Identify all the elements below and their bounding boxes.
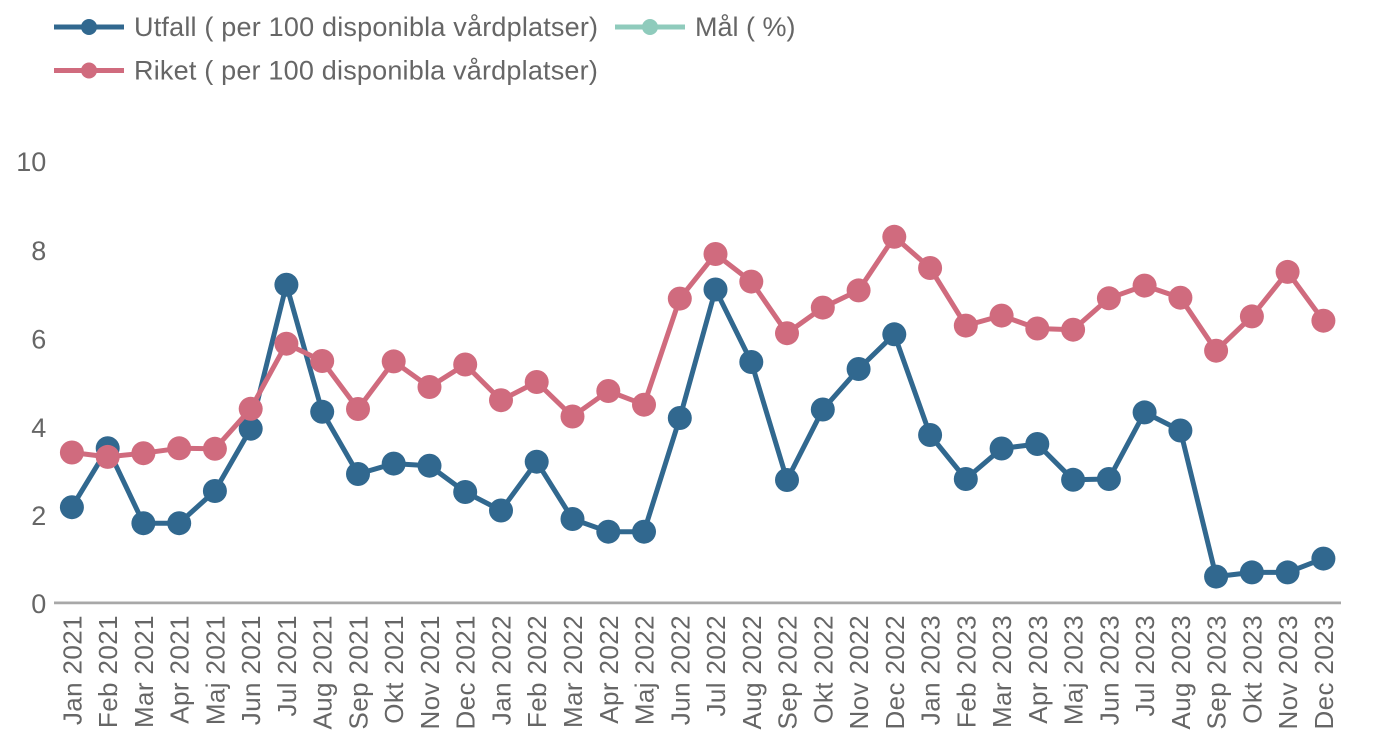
svg-text:Riket ( per 100 disponibla vår: Riket ( per 100 disponibla vårdplatser) (134, 56, 598, 86)
svg-text:Apr 2021: Apr 2021 (165, 615, 195, 724)
svg-text:Feb 2021: Feb 2021 (93, 615, 123, 728)
svg-text:4: 4 (31, 413, 46, 443)
svg-text:Sep 2023: Sep 2023 (1202, 615, 1232, 730)
svg-text:Okt 2023: Okt 2023 (1237, 615, 1267, 724)
svg-text:0: 0 (31, 589, 46, 619)
svg-text:Jul 2022: Jul 2022 (701, 615, 731, 717)
svg-text:Aug 2021: Aug 2021 (308, 615, 338, 730)
svg-text:10: 10 (16, 147, 46, 177)
svg-text:Nov 2021: Nov 2021 (415, 615, 445, 730)
svg-text:Dec 2021: Dec 2021 (451, 615, 481, 730)
svg-text:Maj 2022: Maj 2022 (630, 615, 660, 725)
svg-text:Mar 2021: Mar 2021 (129, 615, 159, 728)
svg-text:Mar 2022: Mar 2022 (558, 615, 588, 728)
svg-text:Dec 2022: Dec 2022 (880, 615, 910, 730)
svg-text:Okt 2022: Okt 2022 (808, 615, 838, 724)
svg-text:Dec 2023: Dec 2023 (1309, 615, 1339, 730)
svg-text:Maj 2023: Maj 2023 (1059, 615, 1089, 725)
svg-text:Jun 2021: Jun 2021 (236, 615, 266, 725)
svg-text:Jan 2021: Jan 2021 (57, 615, 87, 725)
svg-text:2: 2 (31, 501, 46, 531)
svg-text:Sep 2022: Sep 2022 (773, 615, 803, 730)
svg-text:Feb 2023: Feb 2023 (951, 615, 981, 728)
svg-text:Mar 2023: Mar 2023 (987, 615, 1017, 728)
svg-text:Jan 2022: Jan 2022 (487, 615, 517, 725)
svg-text:8: 8 (31, 236, 46, 266)
svg-text:Apr 2022: Apr 2022 (594, 615, 624, 724)
svg-text:Jul 2023: Jul 2023 (1130, 615, 1160, 717)
svg-text:Aug 2022: Aug 2022 (737, 615, 767, 730)
svg-text:Jan 2023: Jan 2023 (916, 615, 946, 725)
svg-text:Jun 2023: Jun 2023 (1094, 615, 1124, 725)
svg-text:Feb 2022: Feb 2022 (522, 615, 552, 728)
svg-text:6: 6 (31, 325, 46, 355)
svg-text:Jun 2022: Jun 2022 (665, 615, 695, 725)
svg-text:Nov 2023: Nov 2023 (1273, 615, 1303, 730)
svg-text:Nov 2022: Nov 2022 (844, 615, 874, 730)
svg-text:Aug 2023: Aug 2023 (1166, 615, 1196, 730)
svg-text:Utfall ( per 100 disponibla vå: Utfall ( per 100 disponibla vårdplatser) (134, 12, 598, 42)
svg-text:Maj 2021: Maj 2021 (200, 615, 230, 725)
svg-text:Okt 2021: Okt 2021 (379, 615, 409, 724)
svg-text:Apr 2023: Apr 2023 (1023, 615, 1053, 724)
svg-text:Sep 2021: Sep 2021 (344, 615, 374, 730)
svg-text:Jul 2021: Jul 2021 (272, 615, 302, 717)
svg-text:Mål ( %): Mål ( %) (695, 12, 796, 42)
